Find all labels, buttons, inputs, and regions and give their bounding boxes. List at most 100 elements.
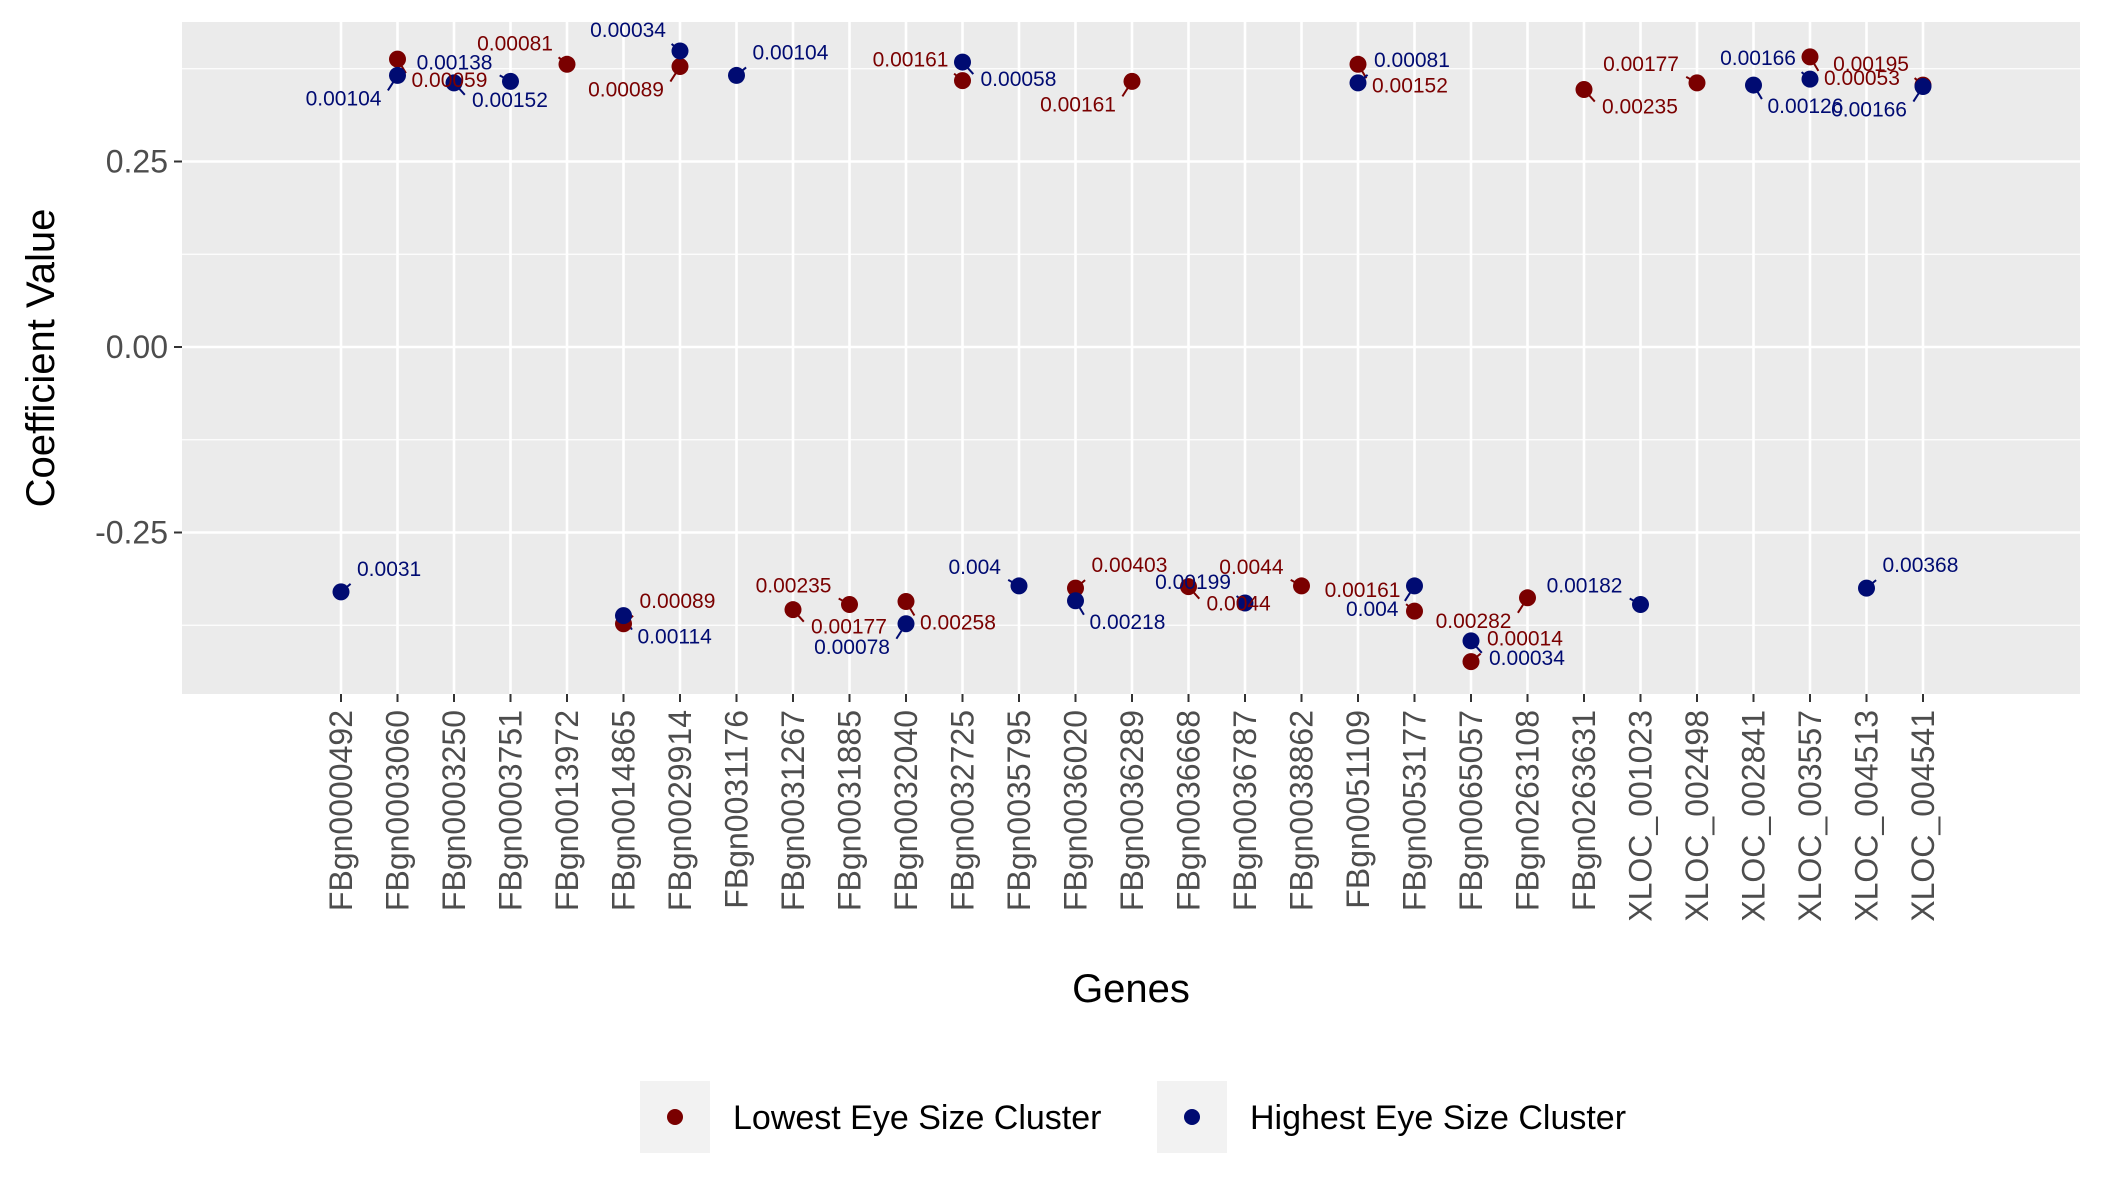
x-tick-label: XLOC_002841 [1736,710,1772,922]
x-tick-label: XLOC_001023 [1623,710,1659,922]
x-tick-label: FBgn0014865 [606,710,642,911]
data-label: 0.00182 [1547,574,1623,597]
data-point [1349,55,1367,73]
data-point [897,615,915,633]
data-point [897,593,915,611]
x-tick-label: FBgn0032725 [945,710,981,911]
y-axis-title: Coefficient Value [19,209,63,508]
data-point [841,595,858,613]
x-tick-label: XLOC_002498 [1679,710,1715,922]
data-point [1914,78,1932,96]
x-tick-label: FBgn0032040 [888,710,924,911]
data-label: 0.00161 [873,49,949,72]
data-point [671,58,689,76]
data-point [1406,602,1423,620]
legend-dot-highest [1184,1109,1200,1125]
y-tick-label: 0.25 [106,144,168,180]
x-tick-label: FBgn0036289 [1114,710,1150,911]
x-tick-label: FBgn0263108 [1510,710,1546,911]
data-label: 0.0044 [1219,556,1284,579]
data-label: 0.00199 [1155,571,1231,594]
data-label: 0.00081 [477,32,553,55]
data-point [1067,592,1084,610]
data-point [784,601,802,619]
legend: Lowest Eye Size Cluster Highest Eye Size… [640,1081,1626,1153]
data-label: 0.00014 [1487,628,1563,651]
data-point [1745,76,1762,94]
legend-dot-lowest [667,1109,683,1125]
x-tick-label: FBgn0031176 [719,710,755,909]
data-label: 0.00138 [417,51,493,74]
data-label: 0.00166 [1720,47,1796,70]
data-point [1632,595,1649,613]
data-point [1801,70,1819,88]
x-tick-label: FBgn0003751 [493,710,529,911]
x-tick-label: FBgn0036020 [1058,710,1094,911]
x-tick-label: FBgn0036668 [1171,710,1207,911]
data-point [389,66,406,84]
data-label: 0.0044 [1207,593,1272,616]
y-tick-label: -0.25 [95,515,168,551]
data-label: 0.00114 [638,626,713,649]
data-points [332,42,1932,671]
data-label: 0.00258 [920,612,996,635]
data-label: 0.00282 [1436,610,1512,633]
data-point [1236,594,1254,612]
data-point [1858,579,1875,597]
data-point [1688,74,1706,92]
x-tick-label: FBgn0035795 [1001,710,1037,911]
data-label: 0.00034 [590,19,666,42]
data-label: 0.004 [948,556,1001,579]
x-tick-label: FBgn0031267 [775,710,811,911]
data-point [1123,72,1141,90]
x-tick-label: XLOC_003557 [1792,710,1828,922]
data-point [1801,48,1819,66]
x-tick-label: FBgn0036787 [1227,710,1263,911]
data-label: 0.00081 [1374,49,1450,72]
data-point [445,74,463,92]
data-label: 0.00235 [1602,96,1678,119]
data-point [1462,653,1480,671]
data-point [954,72,971,90]
x-tick-label: FBgn0003250 [436,710,472,911]
x-axis: FBgn0000492 FBgn0003060 FBgn0003250 FBgn000… [323,694,1941,922]
x-tick-label: FBgn0003060 [380,710,416,911]
x-tick-label: XLOC_004513 [1849,710,1885,922]
x-tick-label: XLOC_004541 [1905,710,1941,922]
data-label: 0.00403 [1092,554,1168,577]
data-point [1349,74,1367,92]
x-tick-label: FBgn0029914 [662,710,698,911]
data-label: 0.00368 [1883,554,1959,577]
data-point [615,607,632,625]
data-point [558,55,576,73]
data-label: 0.00078 [814,636,890,659]
data-point [1010,577,1028,595]
y-axis: -0.25 0.00 0.25 [95,144,182,551]
data-label: 0.00034 [1489,647,1565,670]
data-label: 0.00126 [1768,95,1844,118]
data-label: 0.00161 [1325,579,1401,602]
data-label: 0.00235 [756,574,832,597]
data-point [1293,577,1310,595]
x-tick-label: FBgn0000492 [323,710,359,911]
x-tick-label: FBgn0065057 [1453,710,1489,911]
data-label: 0.00177 [811,616,887,639]
data-label: 0.004 [1346,598,1399,621]
x-tick-label: FBgn0263631 [1566,710,1602,911]
y-tick-label: 0.00 [106,329,168,365]
data-point [1067,579,1084,597]
data-point [728,66,745,84]
x-tick-label: FBgn0031885 [832,710,868,911]
data-labels: 0.00059 0.00081 0.00089 0.00089 0.00177 0.002… [306,19,1959,670]
x-tick-label: FBgn0051109 [1340,710,1376,909]
data-point [1180,578,1197,596]
data-point [389,50,406,68]
data-point [671,42,689,60]
x-axis-title: Genes [1072,967,1190,1011]
legend-label-lowest: Lowest Eye Size Cluster [733,1099,1102,1137]
data-label: 0.00161 [1040,93,1116,116]
data-label: 0.00195 [1833,53,1909,76]
data-label: 0.00058 [981,68,1057,91]
data-label: 0.00059 [412,69,488,92]
